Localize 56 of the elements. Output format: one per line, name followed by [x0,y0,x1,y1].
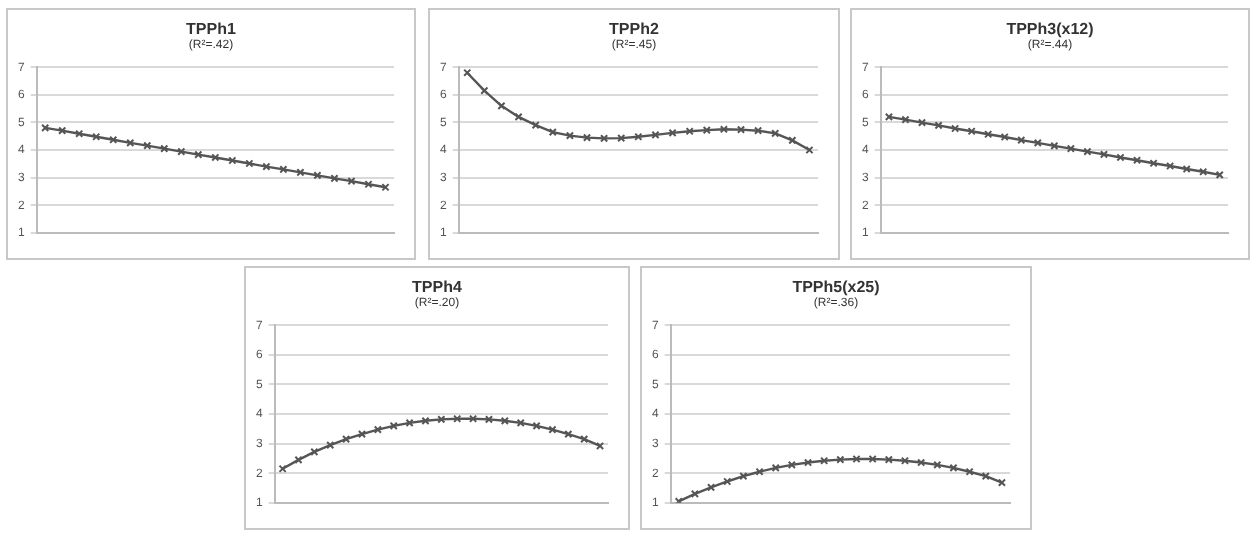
chart-title: TPPh3(x12) [1004,20,1096,38]
point [934,121,943,130]
point [917,118,927,127]
point [262,162,271,171]
chart-title: TPPh4 [410,278,464,296]
point [296,168,305,177]
point [500,416,509,425]
point [437,415,446,424]
point [787,460,796,470]
point [548,127,557,137]
chart-title: TPPh2 [607,20,661,38]
point [1116,153,1125,162]
point [480,86,489,95]
point [143,141,152,150]
point [1149,159,1158,168]
point [1166,161,1175,171]
point [933,460,942,470]
point [341,435,351,444]
point [836,455,845,464]
point [279,165,288,174]
point [755,467,764,476]
point [160,144,169,153]
point [228,156,237,165]
point [900,456,910,465]
point [194,150,203,159]
point [771,129,780,138]
point [245,159,254,168]
point [313,171,322,180]
point [580,435,589,444]
point [484,415,494,424]
point [468,414,478,423]
chart-title: TPPh1 [184,20,238,38]
point [1182,164,1191,174]
point [617,134,626,143]
point [357,430,367,439]
point [1017,135,1026,145]
point [326,440,335,450]
point [967,127,976,136]
chart-title: TPPh5(x25) [790,278,882,296]
point [901,115,910,124]
point [702,126,711,135]
point [1199,167,1208,176]
point [548,425,557,434]
point [177,147,186,156]
point [981,472,990,481]
point [330,174,339,183]
point [690,489,700,499]
point [788,136,797,145]
point [1132,156,1142,165]
point [1083,147,1092,156]
point [1033,138,1042,147]
point [634,132,643,141]
point [868,454,877,464]
point [965,467,974,476]
point [211,153,220,162]
point [1000,132,1009,142]
